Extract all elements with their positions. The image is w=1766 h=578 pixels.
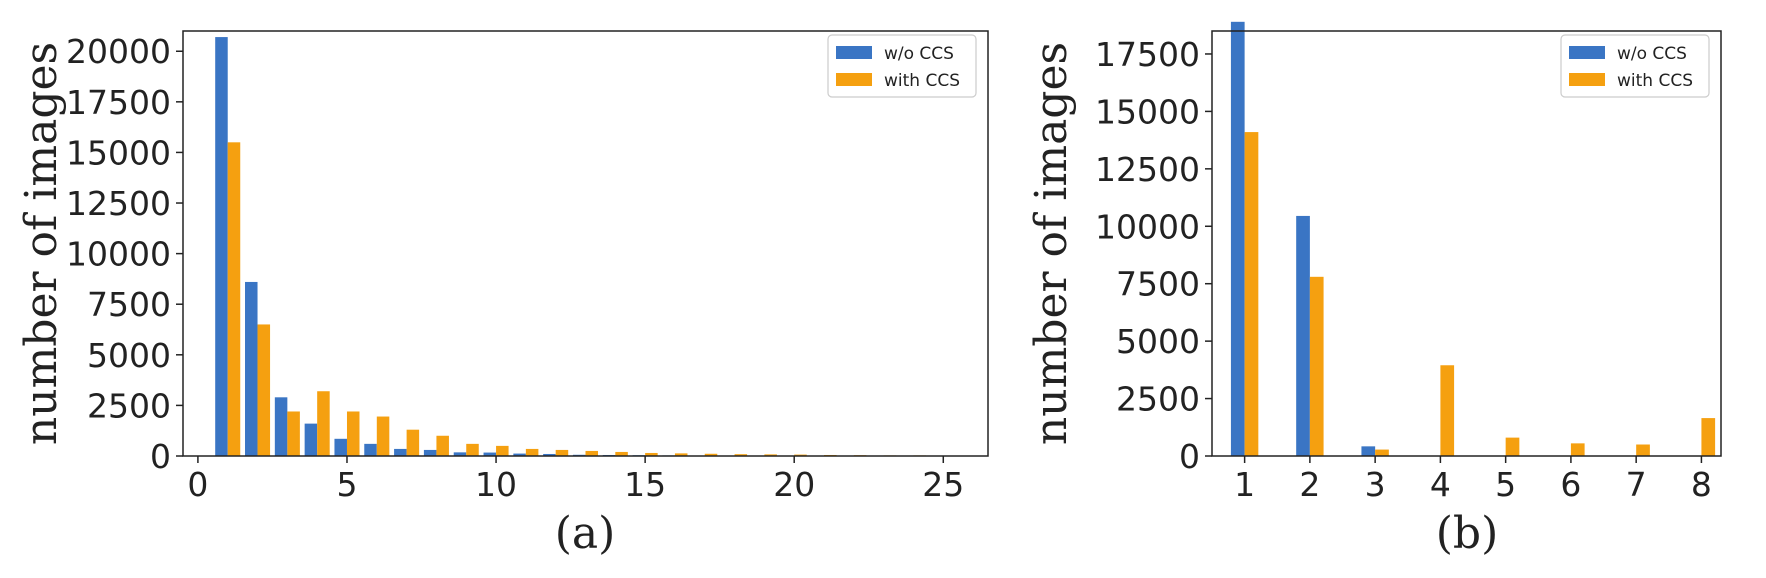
y-tick-label: 12500 [1095, 150, 1200, 189]
legend-swatch-with-ccs [836, 73, 872, 86]
bar-with-ccs-5 [1505, 437, 1520, 456]
bar-without-ccs-7 [394, 448, 407, 456]
y-tick-label: 15000 [1095, 92, 1200, 131]
x-tick-label: 5 [1495, 465, 1516, 504]
bar-with-ccs-6 [1570, 443, 1585, 456]
bar-without-ccs-6 [364, 443, 377, 456]
bar-without-ccs-2 [245, 281, 258, 456]
y-tick-label: 7500 [87, 285, 171, 324]
legend-swatch-without-ccs [836, 46, 872, 59]
bar-with-ccs-4 [1440, 365, 1455, 456]
legend: w/o CCS with CCS [1560, 34, 1710, 98]
chart-panel-b: 1 2 3 4 5 6 7 8 0 2500 5000 7500 10000 12500 15000 1750… [1026, 21, 1722, 559]
y-tick-label: 2500 [1116, 380, 1200, 419]
y-tick-label: 10000 [1095, 207, 1200, 246]
bar-without-ccs-10 [483, 452, 497, 456]
bar-with-ccs-3 [287, 411, 300, 456]
y-axis-label: number of images [1026, 42, 1077, 445]
chart-panel-a: 0 5 10 15 20 25 0 2500 5000 7500 10000 12500 15000 17… [16, 30, 989, 559]
y-axis-label: number of images [16, 42, 67, 445]
x-tick-label: 4 [1430, 465, 1451, 504]
bar-with-ccs-16 [674, 453, 688, 456]
bar-without-ccs-3 [274, 397, 288, 456]
x-tick-label: 25 [922, 465, 964, 504]
bar-with-ccs-13 [585, 450, 599, 456]
bar-with-ccs-2 [1309, 276, 1324, 456]
bar-without-ccs-1 [1230, 21, 1245, 457]
y-tick-label: 7500 [1116, 265, 1200, 304]
y-tick-label: 12500 [66, 184, 171, 223]
x-tick-label: 0 [187, 465, 208, 504]
bar-without-ccs-8 [423, 449, 437, 456]
y-tick-label: 2500 [87, 386, 171, 425]
bar-without-ccs-3 [1361, 446, 1376, 456]
bar-with-ccs-19 [764, 454, 777, 456]
bar-with-ccs-8 [1701, 418, 1716, 456]
panel-caption: (a) [555, 508, 616, 559]
x-tick-label: 15 [624, 465, 666, 504]
legend-swatch-with-ccs [1569, 73, 1605, 86]
bar-with-ccs-17 [704, 453, 718, 456]
y-tick-label: 5000 [87, 336, 171, 375]
bar-without-ccs-12 [543, 453, 556, 456]
legend-swatch-without-ccs [1569, 46, 1605, 59]
bar-with-ccs-18 [734, 454, 748, 456]
legend-label-with-ccs: with CCS [884, 71, 960, 91]
legend: w/o CCS with CCS [827, 34, 977, 98]
y-tick-label: 5000 [1116, 322, 1200, 361]
bar-with-ccs-15 [645, 452, 658, 456]
legend-label-without-ccs: w/o CCS [884, 44, 954, 64]
bar-with-ccs-3 [1375, 449, 1389, 456]
bar-without-ccs-11 [513, 453, 526, 456]
bar-without-ccs-4 [304, 423, 318, 456]
bar-with-ccs-1 [1244, 132, 1259, 456]
y-tick-label: 10000 [66, 235, 171, 274]
x-tick-label: 6 [1560, 465, 1581, 504]
x-tick-label: 3 [1365, 465, 1386, 504]
bar-without-ccs-9 [453, 452, 467, 456]
bar-with-ccs-7 [406, 429, 420, 456]
y-tick-label: 17500 [1095, 35, 1200, 74]
bar-without-ccs-5 [334, 438, 347, 456]
x-tick-label: 7 [1626, 465, 1647, 504]
bar-with-ccs-11 [525, 448, 539, 456]
bar-with-ccs-6 [376, 416, 390, 456]
y-tick-label: 17500 [66, 83, 171, 122]
bar-with-ccs-9 [466, 443, 479, 456]
bar-with-ccs-10 [496, 445, 509, 456]
y-tick-label: 0 [1179, 437, 1200, 476]
bar-with-ccs-12 [555, 449, 569, 456]
y-tick-label: 15000 [66, 133, 171, 172]
bar-with-ccs-8 [436, 435, 449, 456]
x-tick-label: 5 [336, 465, 357, 504]
legend-label-without-ccs: w/o CCS [1617, 44, 1687, 64]
bar-with-ccs-5 [346, 411, 360, 456]
bar-with-ccs-4 [317, 391, 330, 456]
x-tick-label: 20 [773, 465, 815, 504]
x-tick-label: 8 [1691, 465, 1712, 504]
x-tick-label: 2 [1299, 465, 1320, 504]
panel-caption: (b) [1436, 508, 1499, 559]
bar-with-ccs-1 [227, 142, 241, 456]
bar-with-ccs-14 [615, 451, 628, 456]
legend-label-with-ccs: with CCS [1617, 71, 1693, 91]
bar-with-ccs-7 [1636, 444, 1650, 456]
bar-without-ccs-1 [215, 37, 228, 456]
x-tick-label: 1 [1234, 465, 1255, 504]
y-tick-label: 20000 [66, 32, 171, 71]
plot-frame [1211, 30, 1722, 457]
x-tick-label: 10 [475, 465, 517, 504]
bar-without-ccs-2 [1296, 215, 1310, 456]
plot-frame [182, 30, 989, 457]
bar-with-ccs-2 [257, 324, 271, 456]
y-tick-label: 0 [150, 437, 171, 476]
